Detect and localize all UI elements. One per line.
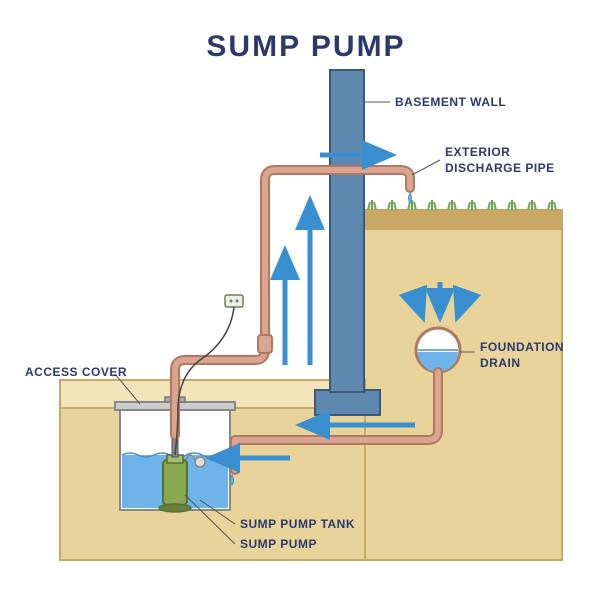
- wall-footing: [315, 390, 380, 415]
- outlet: [225, 295, 243, 307]
- exterior-ground: [364, 210, 562, 560]
- label-foundation-drain: FOUNDATIONDRAIN: [480, 340, 564, 371]
- label-exterior-discharge: EXTERIORDISCHARGE PIPE: [445, 145, 555, 176]
- topsoil: [364, 210, 562, 230]
- label-sump-pump-tank: SUMP PUMP TANK: [240, 517, 355, 531]
- label-sump-pump: SUMP PUMP: [240, 537, 317, 551]
- label-access-cover: ACCESS COVER: [25, 365, 127, 379]
- basement-wall: [330, 70, 364, 392]
- grass: [368, 200, 556, 210]
- label-basement-wall: BASEMENT WALL: [395, 95, 506, 109]
